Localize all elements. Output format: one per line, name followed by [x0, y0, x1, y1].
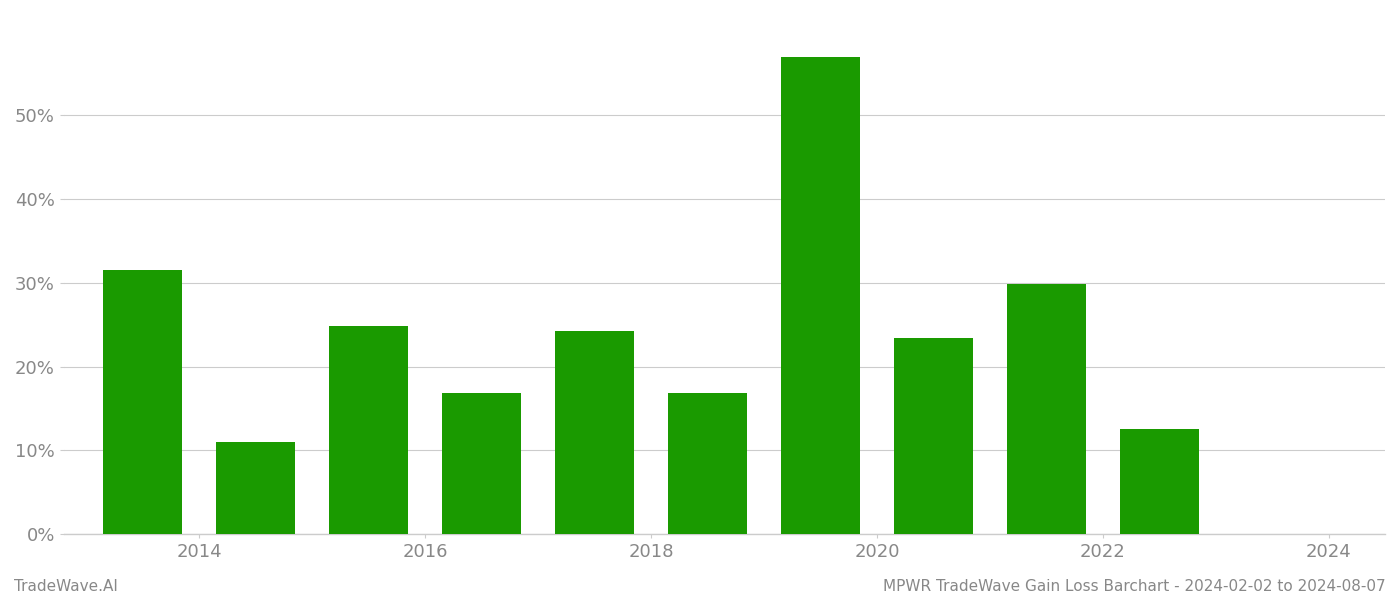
Bar	[668, 392, 748, 534]
Bar	[781, 57, 860, 534]
Bar	[554, 331, 634, 534]
Bar	[104, 271, 182, 534]
Bar	[442, 394, 521, 534]
Bar	[1007, 284, 1086, 534]
Bar	[1120, 430, 1198, 534]
Bar	[329, 326, 409, 534]
Bar	[893, 338, 973, 534]
Text: TradeWave.AI: TradeWave.AI	[14, 579, 118, 594]
Bar	[217, 442, 295, 534]
Text: MPWR TradeWave Gain Loss Barchart - 2024-02-02 to 2024-08-07: MPWR TradeWave Gain Loss Barchart - 2024…	[883, 579, 1386, 594]
